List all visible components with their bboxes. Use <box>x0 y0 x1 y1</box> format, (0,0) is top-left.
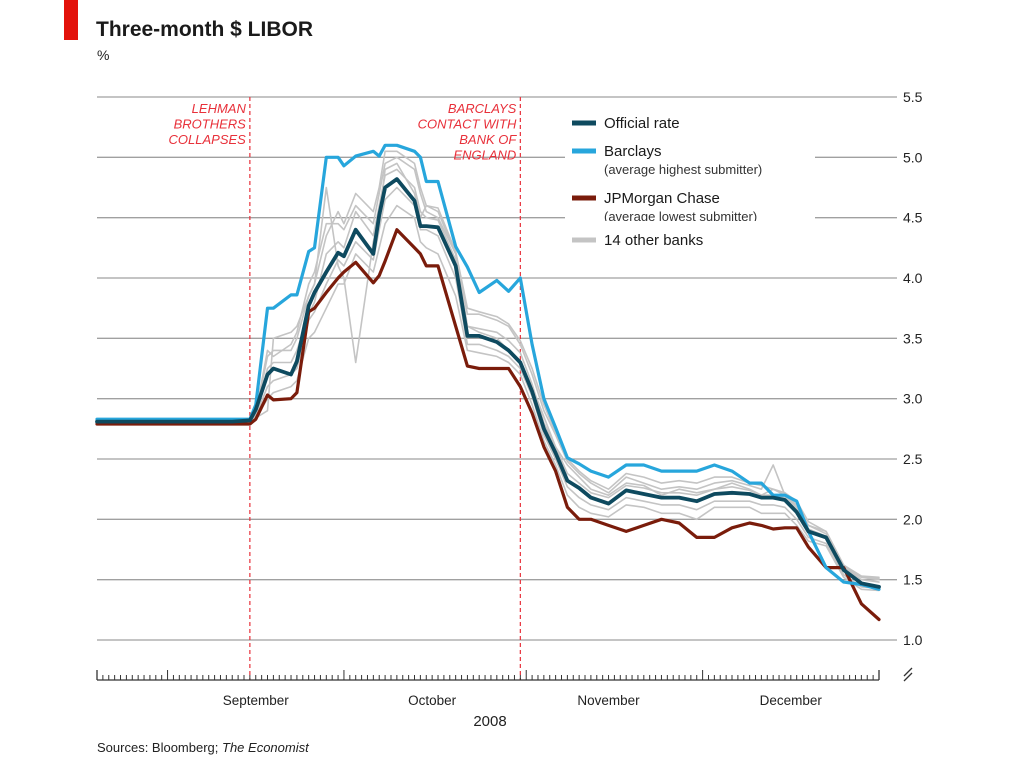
official-rate-line <box>95 177 881 589</box>
other-bank-line <box>96 186 880 589</box>
x-axis: September October November December 2008 <box>96 667 913 730</box>
y-tick-label: 1.5 <box>903 572 923 588</box>
chart-title: Three-month $ LIBOR <box>96 18 314 41</box>
x-month-label: October <box>408 693 457 708</box>
grid-layer: 5.5 5.0 4.5 4.0 3.5 3.0 2.5 2.0 1.5 1.0 <box>97 89 923 648</box>
other-bank-line <box>96 156 880 580</box>
jpmorgan-line <box>95 228 881 622</box>
legend: Official rate Barclays (average highest su… <box>565 104 815 251</box>
y-tick-label: 1.0 <box>903 632 923 648</box>
event-label: COLLAPSES <box>169 132 247 147</box>
legend-bg <box>565 132 815 172</box>
legend-note-barclays: (average highest submitter) <box>604 162 762 177</box>
other-bank-line <box>96 162 880 581</box>
event-label: CONTACT WITH <box>418 117 517 132</box>
unit-label: % <box>97 47 110 63</box>
x-month-label: December <box>760 693 823 708</box>
legend-note-jpmorgan: (average lowest submitter) <box>604 209 757 224</box>
legend-label-barclays: Barclays <box>604 143 662 160</box>
series-layer <box>95 143 881 622</box>
x-month-label: September <box>223 693 290 708</box>
y-tick-label: 2.0 <box>903 511 923 527</box>
y-tick-label: 2.5 <box>903 451 923 467</box>
y-tick-label: 5.5 <box>903 89 923 105</box>
legend-bg <box>565 104 815 134</box>
y-tick-label: 5.0 <box>903 149 923 165</box>
y-tick-label: 4.0 <box>903 270 923 286</box>
accent-bar <box>64 0 78 40</box>
source-italic: The Economist <box>222 740 309 755</box>
barclays-line <box>95 143 881 591</box>
event-label: LEHMAN <box>192 101 247 116</box>
x-month-label: November <box>577 693 640 708</box>
source-note: Sources: Bloomberg; The Economist <box>97 740 309 755</box>
event-label: BARCLAYS <box>448 101 517 116</box>
other-bank-line <box>96 204 880 592</box>
legend-bg <box>565 179 815 219</box>
event-label: BANK OF <box>459 132 517 147</box>
legend-bg <box>565 221 815 251</box>
source-prefix: Sources: Bloomberg; <box>97 740 223 755</box>
axis-break-icon <box>903 667 913 682</box>
y-tick-label: 3.5 <box>903 330 923 346</box>
legend-label-jpmorgan: JPMorgan Chase <box>604 190 720 207</box>
x-year-label: 2008 <box>473 713 506 730</box>
legend-label-others: 14 other banks <box>604 232 703 249</box>
other-bank-line <box>96 168 880 583</box>
y-tick-label: 4.5 <box>903 210 923 226</box>
event-label: BROTHERS <box>174 117 247 132</box>
event-label: ENGLAND <box>453 148 516 163</box>
legend-label-official: Official rate <box>604 115 680 132</box>
y-tick-label: 3.0 <box>903 391 923 407</box>
